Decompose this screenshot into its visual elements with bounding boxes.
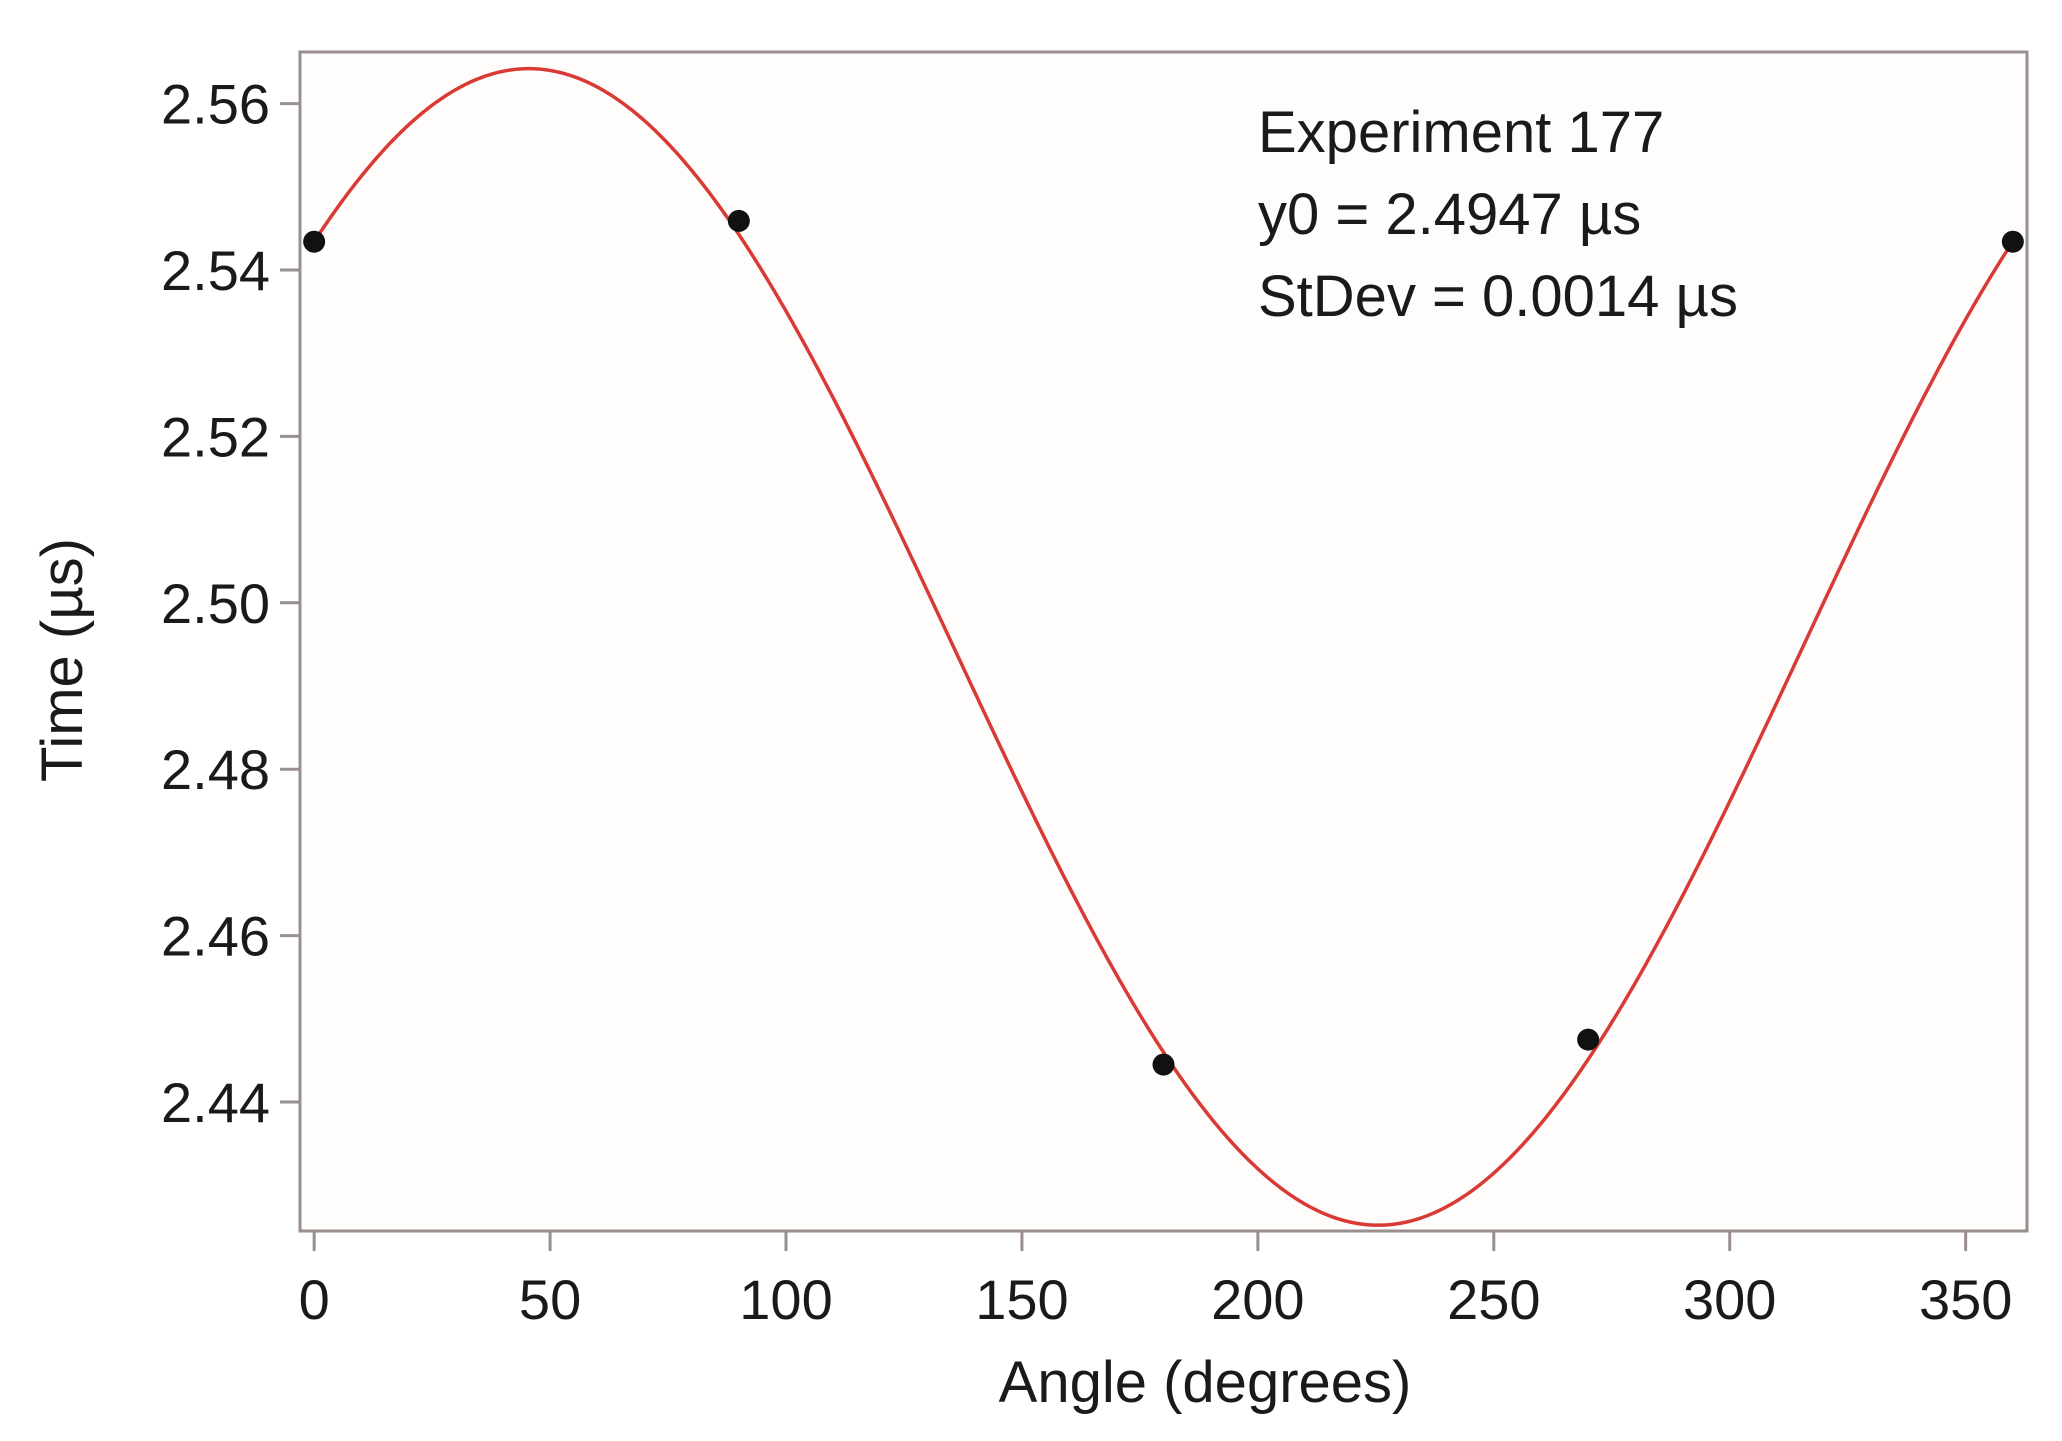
data-point [1152, 1053, 1175, 1076]
x-tick-label: 100 [739, 1268, 832, 1331]
x-tick-label: 350 [1919, 1268, 2012, 1331]
x-tick-label: 200 [1211, 1268, 1304, 1331]
fit-annotation: Experiment 177 y0 = 2.4947 µs StDev = 0.… [1258, 100, 1738, 329]
x-tick-label: 150 [975, 1268, 1068, 1331]
x-tick-label: 300 [1683, 1268, 1776, 1331]
annotation-experiment: Experiment 177 [1258, 100, 1664, 165]
data-point [1577, 1028, 1600, 1051]
y-tick-label: 2.44 [161, 1071, 270, 1134]
y-tick-label: 2.56 [161, 73, 270, 136]
y-axis-title: Time (µs) [30, 538, 95, 782]
fit-curve [312, 66, 2015, 1227]
points-layer [303, 209, 2024, 1076]
x-tick-label: 250 [1447, 1268, 1540, 1331]
annotation-stdev: StDev = 0.0014 µs [1258, 264, 1738, 329]
y-tick-label: 2.46 [161, 905, 270, 968]
y-axis: 2.44 2.46 2.48 2.50 2.52 2.54 2.56 [161, 73, 300, 1134]
x-tick-label: 0 [299, 1268, 330, 1331]
data-point [2001, 230, 2024, 253]
y-tick-label: 2.54 [161, 239, 270, 302]
plot-area [300, 52, 2027, 1231]
data-point [727, 209, 750, 232]
y-tick-label: 2.48 [161, 738, 270, 801]
data-point [303, 230, 326, 253]
x-tick-label: 50 [519, 1268, 581, 1331]
x-axis: 0 50 100 150 200 250 300 350 [299, 1231, 2012, 1331]
fit-layer [312, 66, 2015, 1227]
plot-frame [298, 50, 2029, 1233]
annotation-y0: y0 = 2.4947 µs [1258, 182, 1641, 247]
y-tick-label: 2.52 [161, 405, 270, 468]
y-tick-label: 2.50 [161, 572, 270, 635]
x-axis-title: Angle (degrees) [999, 1350, 1412, 1415]
